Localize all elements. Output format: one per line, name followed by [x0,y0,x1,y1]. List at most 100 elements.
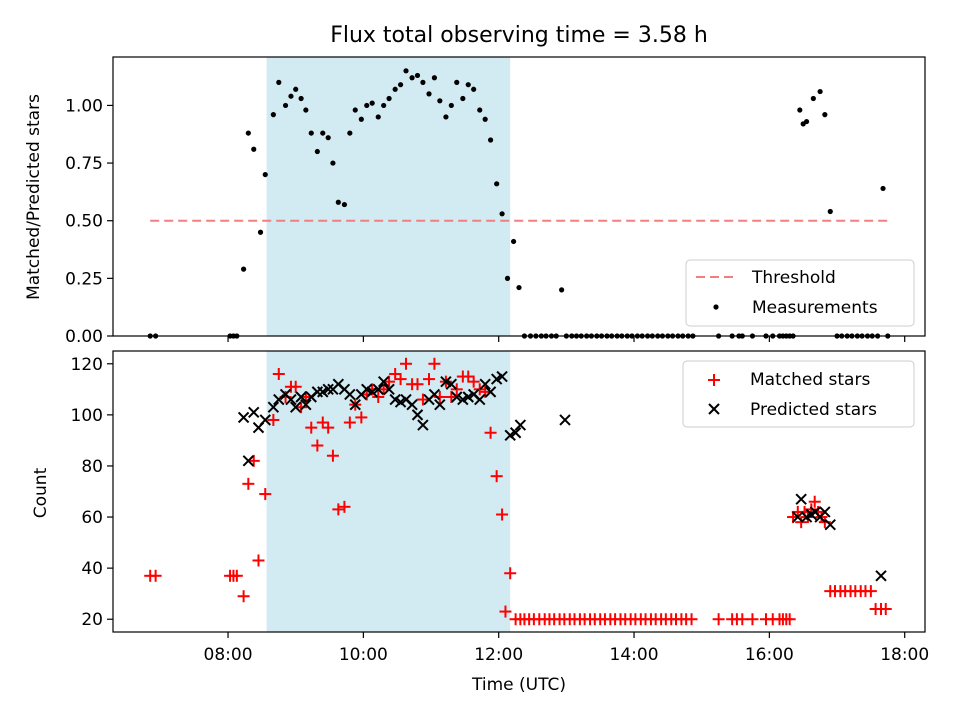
matched-star-marker [343,416,356,429]
matched-star-marker [389,367,402,380]
measurement-point [803,118,810,125]
chart-title: Flux total observing time = 3.58 h [330,23,708,48]
measurement-point [810,95,816,102]
matched-star-marker [736,613,749,626]
measurement-point [499,211,505,217]
measurement-point [352,107,358,113]
measurement-point [303,107,309,113]
legend-matched-label: Matched stars [750,370,870,390]
measurement-point [288,93,294,99]
matched-star-marker [496,508,509,521]
measurement-point [797,107,803,113]
legend-measurements-swatch [713,304,719,310]
matched-star-marker [450,383,463,396]
matched-star-marker [267,413,280,426]
legend-matched-swatch [708,374,720,386]
bottom-panel: 20 40 60 80 100 120 08:00 10:00 12:00 14:00 16:00… [31,350,929,695]
matched-star-marker [372,390,385,403]
predicted-star-marker [474,393,486,406]
measurement-point [403,68,409,74]
legend-predicted-swatch [708,403,720,415]
bottom-y-ticks: 20 40 60 80 100 120 [71,355,113,630]
top-y-axis-label: Matched/Predicted stars [24,94,44,300]
measurement-point [504,275,511,281]
measurement-point [358,116,364,122]
measurement-point [487,137,494,143]
measurement-point [341,201,348,208]
measurement-point [827,208,833,215]
matched-star-marker [237,590,250,603]
measurement-point [397,82,404,88]
predicted-star-marker [484,386,497,398]
measurement-point [347,130,353,136]
predicted-star-marker [875,570,887,582]
matched-star-marker [712,613,725,626]
predicted-star-marker [344,388,356,401]
measurement-point [426,91,432,97]
bottom-x-ticks: 08:00 10:00 12:00 14:00 16:00 18:00 [204,632,929,665]
legend-measurements-label: Measurements [752,298,878,318]
measurement-point [431,75,438,81]
predicted-star-marker [377,375,390,388]
measurement-point [516,284,522,291]
matched-star-marker [795,516,808,529]
predicted-star-marker [383,383,395,396]
matched-star-marker [423,373,436,386]
top-axes-frame [112,56,926,337]
top-y-tick-label: 0.00 [65,327,103,347]
predicted-star-marker [285,393,297,406]
bottom-y-tick-label: 40 [81,559,103,579]
top-highlight-span [266,57,511,336]
matched-star-marker [305,421,318,434]
predicted-star-marker [295,391,307,403]
x-tick-label: 18:00 [880,645,929,665]
predicted-star-marker [349,398,361,411]
x-tick-label: 16:00 [745,645,794,665]
measurement-point [293,86,299,92]
matched-star-marker [338,500,351,513]
measurement-point [443,114,449,120]
predicted-star-marker [289,401,302,413]
predicted-star-marker [242,455,255,467]
matched-star-marker [316,416,329,429]
matched-star-marker [473,383,486,396]
measurement-point [392,86,398,92]
matched-star-marker [355,411,368,424]
predicted-star-marker [259,414,271,426]
matched-star-marker [746,613,759,626]
measurement-point [510,238,517,245]
legend-threshold-label: Threshold [751,268,836,288]
x-axis-label: Time (UTC) [471,675,566,695]
predicted-star-marker [819,506,831,518]
measurement-point [282,102,289,109]
predicted-star-marker [496,370,508,383]
matched-star-marker [808,495,821,508]
predicted-star-marker [509,427,522,439]
matched-star-marker [504,567,517,580]
measurement-point [251,146,257,152]
predicted-star-marker [411,409,424,421]
matched-star-marker [322,421,335,434]
matched-star-marker [259,488,272,501]
matched-star-marker [311,439,324,452]
predicted-star-marker [372,383,384,396]
predicted-stars-points [237,370,887,582]
top-panel: 0.00 0.25 0.50 0.75 1.00 Matched/Predicted s… [24,56,926,347]
predicted-star-marker [366,386,378,398]
top-x-ticks [227,336,906,342]
legend-predicted-label: Predicted stars [750,400,877,420]
measurement-point [369,100,375,106]
predicted-star-marker [267,401,280,413]
matched-star-marker [462,370,475,383]
matched-star-marker [230,569,243,582]
predicted-star-marker [248,406,260,419]
measurement-point [482,116,488,122]
top-legend: Threshold Measurements [685,259,915,327]
measurement-point [270,112,276,118]
matched-star-marker [864,585,877,598]
bottom-y-tick-label: 120 [71,355,103,375]
bottom-y-tick-label: 20 [81,610,103,630]
measurement-point [559,287,565,293]
measurement-point [308,130,314,136]
